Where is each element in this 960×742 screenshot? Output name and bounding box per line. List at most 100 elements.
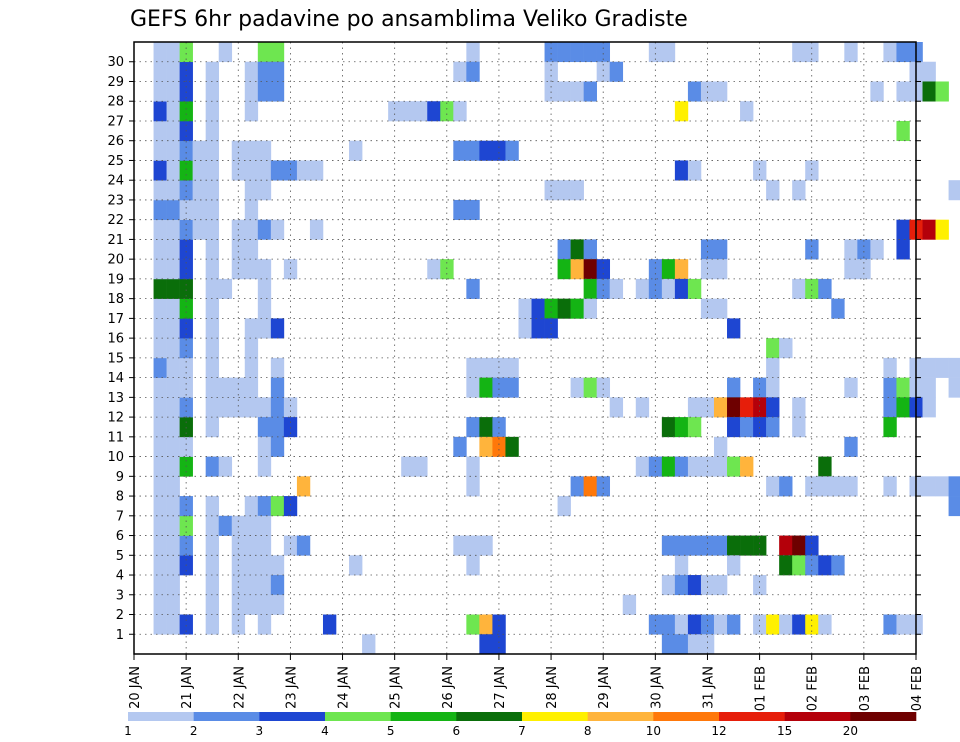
- heatmap-cell: [244, 199, 259, 220]
- x-tick-label: 25 JAN: [389, 666, 404, 709]
- heatmap-cell: [179, 397, 193, 418]
- heatmap-cell: [205, 140, 220, 161]
- x-tick-label: 23 JAN: [284, 666, 299, 709]
- heatmap-cell: [257, 278, 272, 299]
- y-tick-label: 5: [116, 549, 124, 564]
- heatmap-cell: [583, 377, 597, 398]
- heatmap-cell: [727, 614, 741, 635]
- colorbar-label: 15: [777, 724, 792, 738]
- y-tick-label: 6: [116, 529, 124, 544]
- heatmap-cell: [661, 278, 676, 299]
- heatmap-cell: [766, 377, 780, 398]
- heatmap-cell: [296, 535, 311, 556]
- heatmap-cell: [296, 160, 311, 181]
- heatmap-cell: [322, 614, 337, 635]
- heatmap-cell: [466, 42, 480, 63]
- heatmap-cell: [766, 397, 780, 418]
- heatmap-cell: [153, 61, 167, 82]
- heatmap-cell: [166, 377, 180, 398]
- heatmap-cell: [844, 476, 858, 497]
- heatmap-cell: [349, 140, 363, 161]
- colorbar-swatch: [784, 712, 851, 721]
- heatmap-cell: [205, 278, 220, 299]
- y-tick-label: 12: [107, 411, 124, 426]
- heatmap-cell: [244, 575, 259, 596]
- heatmap-cell: [153, 496, 167, 517]
- y-tick-label: 9: [116, 470, 124, 485]
- heatmap-cell: [922, 219, 936, 240]
- heatmap-cell: [674, 417, 689, 438]
- heatmap-cell: [661, 417, 676, 438]
- heatmap-cell: [205, 515, 220, 536]
- heatmap-cell: [557, 239, 571, 260]
- heatmap-cell: [166, 298, 180, 319]
- heatmap-cell: [896, 377, 910, 398]
- heatmap-cell: [622, 594, 637, 615]
- heatmap-cell: [166, 318, 180, 339]
- heatmap-cell: [205, 555, 220, 576]
- heatmap-cell: [244, 180, 259, 201]
- colorbar-swatch: [522, 712, 588, 721]
- heatmap-cell: [257, 140, 272, 161]
- heatmap-cell: [166, 357, 180, 378]
- heatmap-cell: [257, 81, 272, 102]
- y-tick-label: 26: [107, 134, 124, 149]
- heatmap-cell: [283, 160, 298, 181]
- heatmap-cell: [687, 614, 702, 635]
- heatmap-cell: [557, 259, 571, 280]
- heatmap-cell: [805, 239, 819, 260]
- heatmap-cell: [935, 357, 949, 378]
- heatmap-cell: [166, 219, 180, 240]
- heatmap-cell: [153, 42, 167, 63]
- heatmap-cell: [453, 199, 467, 220]
- heatmap-cell: [948, 357, 960, 378]
- heatmap-cell: [674, 456, 689, 477]
- y-tick-label: 21: [107, 233, 124, 248]
- heatmap-cell: [244, 318, 259, 339]
- heatmap-cell: [583, 298, 597, 319]
- heatmap-cell: [179, 614, 193, 635]
- heatmap-cell: [205, 199, 220, 220]
- heatmap-cell: [231, 140, 246, 161]
- heatmap-cell: [883, 42, 897, 63]
- heatmap-cell: [818, 476, 832, 497]
- heatmap-cell: [309, 219, 324, 240]
- colorbar-swatch: [325, 712, 391, 721]
- heatmap-cell: [179, 278, 193, 299]
- heatmap-cell: [505, 357, 519, 378]
- heatmap-cell: [205, 239, 220, 260]
- heatmap-cell: [166, 81, 180, 102]
- heatmap-cell: [205, 575, 220, 596]
- y-tick-label: 30: [107, 55, 124, 70]
- heatmap-cell: [922, 61, 936, 82]
- colorbar-label: 4: [321, 724, 329, 738]
- heatmap-cell: [792, 42, 806, 63]
- x-tick-label: 02 FEB: [806, 666, 821, 711]
- heatmap-cell: [166, 101, 180, 122]
- heatmap-cell: [257, 42, 272, 63]
- heatmap-cell: [244, 140, 259, 161]
- heatmap-cell: [896, 397, 910, 418]
- heatmap-cell: [896, 81, 910, 102]
- heatmap-cell: [766, 476, 780, 497]
- heatmap-cell: [153, 476, 167, 497]
- heatmap-cell: [583, 239, 597, 260]
- heatmap-cell: [231, 397, 246, 418]
- heatmap-cell: [674, 555, 689, 576]
- colorbar-swatch: [719, 712, 785, 721]
- heatmap-cell: [231, 535, 246, 556]
- heatmap-cell: [570, 298, 584, 319]
- heatmap-cell: [661, 535, 676, 556]
- y-tick-label: 28: [107, 95, 124, 110]
- heatmap-cell: [179, 160, 193, 181]
- heatmap-cell: [792, 614, 806, 635]
- heatmap-cell: [166, 338, 180, 359]
- y-tick-label: 20: [107, 253, 124, 268]
- heatmap-cell: [740, 535, 754, 556]
- heatmap-cell: [205, 397, 220, 418]
- heatmap-cell: [479, 140, 493, 161]
- heatmap-cell: [205, 219, 220, 240]
- colorbar-label: 3: [256, 724, 264, 738]
- heatmap-cell: [792, 397, 806, 418]
- heatmap-cell: [466, 61, 480, 82]
